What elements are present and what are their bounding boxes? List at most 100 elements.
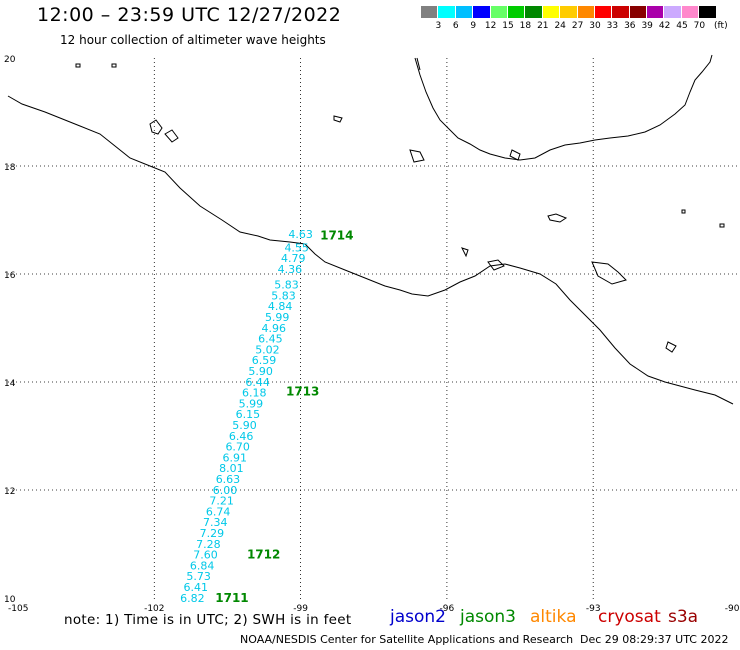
satellite-altika: altika (530, 607, 577, 627)
color-scale-label: 24 (554, 21, 566, 31)
lake-oaxaca (461, 247, 469, 258)
isle-small-2 (111, 63, 117, 68)
generated-timestamp: Dec 29 08:29:37 UTC 2022 (580, 633, 729, 646)
wave-height-label: 6.82 (180, 592, 205, 605)
wave-height-label: 6.00 (213, 484, 238, 497)
longitude-label: -102 (144, 604, 164, 614)
latitude-label: 20 (4, 55, 16, 65)
wave-height-label: 4.36 (278, 263, 303, 276)
wave-height-label: 6.84 (190, 559, 215, 572)
color-swatch (681, 6, 700, 18)
color-swatch (577, 6, 595, 18)
wave-height-label: 5.73 (186, 570, 211, 583)
isle-small-1 (75, 63, 81, 68)
longitude-label: -96 (440, 604, 455, 614)
color-scale-label: 12 (484, 21, 497, 31)
wave-height-label: 7.34 (203, 516, 228, 529)
lagoon-chiapas (487, 259, 505, 271)
isle-small-3 (681, 209, 686, 214)
latitude-label: 16 (4, 271, 16, 281)
lat-lon-grid: -105 -102 -99 -96 -93 -90 20 18 16 14 12 10 (4, 55, 740, 614)
color-swatch (455, 6, 474, 18)
color-swatch (421, 6, 439, 18)
latitude-label: 12 (4, 487, 15, 497)
color-swatch (664, 6, 682, 18)
color-swatch (507, 6, 526, 18)
wave-height-label: 7.29 (200, 527, 225, 540)
longitude-label: -105 (8, 604, 28, 614)
wave-height-label: 6.18 (242, 387, 267, 400)
satellite-jason3: jason3 (460, 607, 516, 627)
wave-height-label: 6.91 (223, 451, 248, 464)
wave-height-label: 5.90 (248, 365, 273, 378)
color-scale-label: 36 (624, 21, 636, 31)
pass-time-label: 1714 (320, 228, 353, 242)
color-scale-label: 39 (641, 21, 653, 31)
latitude-label: 18 (4, 163, 16, 173)
wave-height-label: 5.99 (239, 397, 264, 410)
lake-guatemala (547, 213, 568, 223)
color-swatch (612, 6, 630, 18)
wave-height-label: 5.90 (232, 419, 257, 432)
altimeter-track: 4.634.554.794.365.835.834.845.994.966.45… (180, 228, 353, 605)
longitude-label: -99 (293, 604, 308, 614)
coastline-gulf-and-yucatan (414, 54, 713, 161)
longitude-label: -93 (586, 604, 601, 614)
wave-height-label: 7.60 (193, 549, 218, 562)
credit-line: NOAA/NESDIS Center for Satellite Applica… (240, 633, 574, 646)
isle-small-4 (719, 223, 725, 228)
wave-height-label: 6.74 (206, 505, 231, 518)
color-scale-label: 21 (537, 21, 549, 31)
lake-chapala (333, 115, 343, 123)
wave-height-label: 6.44 (245, 376, 270, 389)
island-tres-marias (149, 119, 163, 135)
color-swatch (542, 6, 561, 18)
footer-note: note: 1) Time is in UTC; 2) SWH is in fe… (64, 612, 352, 628)
color-swatch (699, 6, 717, 18)
wave-height-label: 5.83 (271, 289, 296, 302)
wave-height-color-scale (421, 6, 717, 18)
wave-height-label: 4.63 (288, 228, 313, 241)
coastline (7, 54, 734, 405)
color-swatch (594, 6, 613, 18)
wave-height-label: 6.59 (252, 354, 277, 367)
color-scale-label: 33 (606, 21, 619, 31)
lagoon-terminos (509, 149, 521, 161)
latitude-label: 14 (4, 379, 16, 389)
color-swatch (490, 6, 508, 18)
coastline-tamaulipas (416, 57, 421, 71)
pass-time-label: 1712 (247, 548, 280, 562)
wave-height-label: 5.02 (255, 343, 280, 356)
wave-height-label: 4.84 (268, 300, 293, 313)
wave-height-label: 5.83 (274, 279, 299, 292)
map-subtitle: 12 hour collection of altimeter wave hei… (60, 33, 326, 47)
island-tres-marias-2 (164, 129, 179, 143)
satellite-jason2: jason2 (390, 607, 446, 627)
map-title: 12:00 – 23:59 UTC 12/27/2022 (37, 4, 342, 26)
color-scale-label: 6 (452, 21, 459, 31)
color-scale-label: 9 (470, 21, 477, 31)
wave-height-label: 5.99 (265, 311, 290, 324)
lake-nicaragua (665, 341, 677, 353)
color-scale-label: 30 (589, 21, 601, 31)
color-scale-label: 45 (676, 21, 688, 31)
wave-height-label: 6.41 (184, 581, 209, 594)
wave-height-label: 6.45 (258, 333, 283, 346)
pass-time-label: 1713 (286, 385, 319, 399)
longitude-label: -90 (725, 604, 740, 614)
color-swatch (560, 6, 578, 18)
color-swatch (629, 6, 648, 18)
color-scale-label: 27 (571, 21, 584, 31)
satellite-s3a: s3a (668, 607, 699, 627)
lagoon-tabasco (409, 149, 425, 163)
color-swatch (647, 6, 665, 18)
pass-time-label: 1711 (215, 591, 248, 605)
wave-height-label: 6.15 (236, 408, 261, 421)
color-scale-label: 3 (435, 21, 442, 31)
wave-height-label: 7.28 (196, 538, 221, 551)
wave-height-label: 4.55 (284, 241, 309, 254)
color-scale-label: 15 (502, 21, 514, 31)
color-scale-label: 70 (693, 21, 706, 31)
wave-height-label: 6.63 (216, 473, 241, 486)
